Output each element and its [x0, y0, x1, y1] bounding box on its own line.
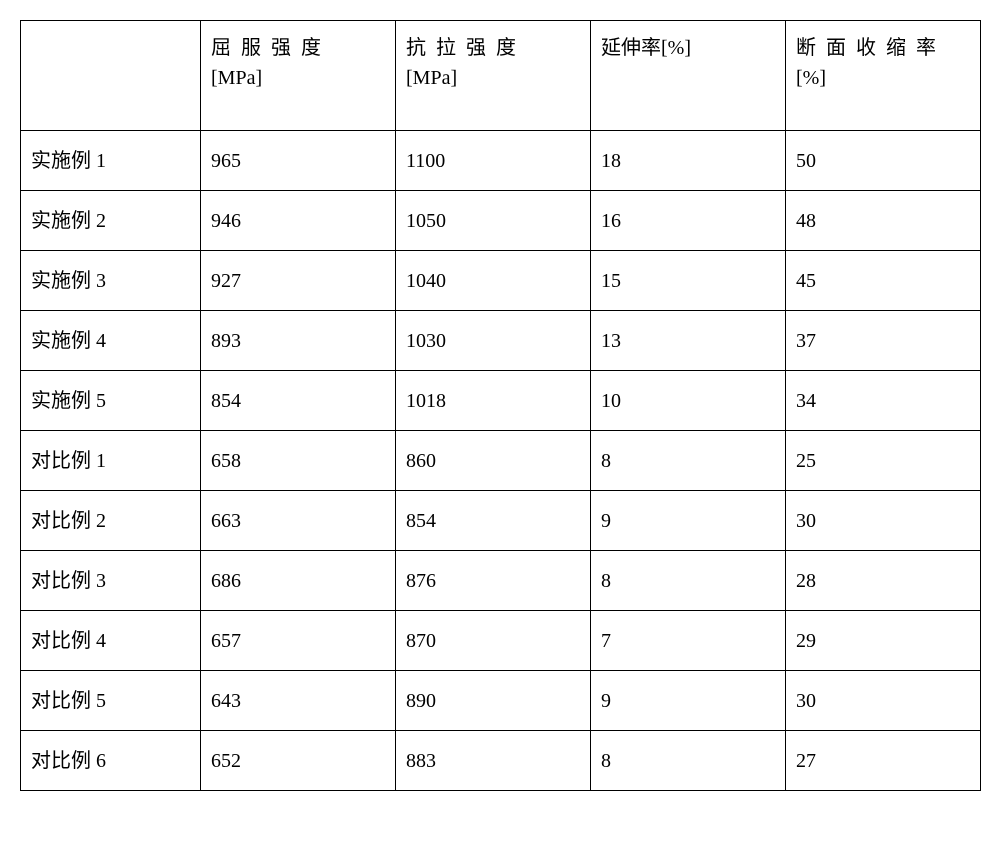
cell-elongation: 8 — [591, 731, 786, 791]
cell-area-reduction: 45 — [786, 251, 981, 311]
cell-yield-strength: 658 — [201, 431, 396, 491]
data-table: 屈服强度 [MPa] 抗拉强度 [MPa] 延伸率[%] 断面收缩率 [%] 实… — [20, 20, 981, 791]
cell-elongation: 9 — [591, 671, 786, 731]
cell-area-reduction: 30 — [786, 671, 981, 731]
cell-elongation: 18 — [591, 131, 786, 191]
row-label: 实施例 2 — [21, 191, 201, 251]
cell-area-reduction: 50 — [786, 131, 981, 191]
cell-tensile-strength: 854 — [396, 491, 591, 551]
cell-tensile-strength: 1050 — [396, 191, 591, 251]
cell-elongation: 10 — [591, 371, 786, 431]
table-row: 对比例 5643890930 — [21, 671, 981, 731]
table-row: 对比例 3686876828 — [21, 551, 981, 611]
cell-area-reduction: 37 — [786, 311, 981, 371]
header-text: 屈服强度 — [211, 35, 385, 61]
header-text: 延伸率[%] — [601, 35, 775, 61]
row-label: 对比例 4 — [21, 611, 201, 671]
table-header: 屈服强度 [MPa] 抗拉强度 [MPa] 延伸率[%] 断面收缩率 [%] — [21, 21, 981, 131]
cell-tensile-strength: 883 — [396, 731, 591, 791]
cell-elongation: 7 — [591, 611, 786, 671]
table-row: 对比例 1658860825 — [21, 431, 981, 491]
row-label: 对比例 1 — [21, 431, 201, 491]
cell-elongation: 15 — [591, 251, 786, 311]
table-row: 对比例 2663854930 — [21, 491, 981, 551]
header-unit: [MPa] — [211, 65, 385, 91]
cell-area-reduction: 28 — [786, 551, 981, 611]
cell-elongation: 8 — [591, 551, 786, 611]
row-label: 实施例 4 — [21, 311, 201, 371]
header-elongation: 延伸率[%] — [591, 21, 786, 131]
cell-elongation: 9 — [591, 491, 786, 551]
cell-yield-strength: 946 — [201, 191, 396, 251]
cell-yield-strength: 893 — [201, 311, 396, 371]
table-row: 对比例 4657870729 — [21, 611, 981, 671]
cell-area-reduction: 30 — [786, 491, 981, 551]
cell-yield-strength: 686 — [201, 551, 396, 611]
header-tensile-strength: 抗拉强度 [MPa] — [396, 21, 591, 131]
header-yield-strength: 屈服强度 [MPa] — [201, 21, 396, 131]
cell-area-reduction: 34 — [786, 371, 981, 431]
table-row: 对比例 6652883827 — [21, 731, 981, 791]
header-unit: [%] — [796, 65, 970, 91]
table-row: 实施例 196511001850 — [21, 131, 981, 191]
cell-yield-strength: 652 — [201, 731, 396, 791]
row-label: 对比例 3 — [21, 551, 201, 611]
table-row: 实施例 294610501648 — [21, 191, 981, 251]
cell-yield-strength: 927 — [201, 251, 396, 311]
table-body: 实施例 196511001850实施例 294610501648实施例 3927… — [21, 131, 981, 791]
header-area-reduction: 断面收缩率 [%] — [786, 21, 981, 131]
header-row: 屈服强度 [MPa] 抗拉强度 [MPa] 延伸率[%] 断面收缩率 [%] — [21, 21, 981, 131]
row-label: 对比例 6 — [21, 731, 201, 791]
cell-area-reduction: 29 — [786, 611, 981, 671]
cell-yield-strength: 663 — [201, 491, 396, 551]
cell-tensile-strength: 860 — [396, 431, 591, 491]
cell-tensile-strength: 1030 — [396, 311, 591, 371]
row-label: 实施例 5 — [21, 371, 201, 431]
table-row: 实施例 392710401545 — [21, 251, 981, 311]
cell-elongation: 13 — [591, 311, 786, 371]
cell-elongation: 8 — [591, 431, 786, 491]
cell-yield-strength: 643 — [201, 671, 396, 731]
cell-area-reduction: 27 — [786, 731, 981, 791]
cell-tensile-strength: 1018 — [396, 371, 591, 431]
cell-tensile-strength: 1040 — [396, 251, 591, 311]
cell-yield-strength: 854 — [201, 371, 396, 431]
cell-tensile-strength: 870 — [396, 611, 591, 671]
row-label: 对比例 5 — [21, 671, 201, 731]
header-text: 抗拉强度 — [406, 35, 580, 61]
cell-area-reduction: 48 — [786, 191, 981, 251]
cell-yield-strength: 657 — [201, 611, 396, 671]
cell-yield-strength: 965 — [201, 131, 396, 191]
header-empty — [21, 21, 201, 131]
header-text: 断面收缩率 — [796, 35, 970, 61]
cell-tensile-strength: 890 — [396, 671, 591, 731]
cell-elongation: 16 — [591, 191, 786, 251]
cell-area-reduction: 25 — [786, 431, 981, 491]
row-label: 对比例 2 — [21, 491, 201, 551]
row-label: 实施例 3 — [21, 251, 201, 311]
row-label: 实施例 1 — [21, 131, 201, 191]
cell-tensile-strength: 876 — [396, 551, 591, 611]
table-row: 实施例 489310301337 — [21, 311, 981, 371]
header-unit: [MPa] — [406, 65, 580, 91]
cell-tensile-strength: 1100 — [396, 131, 591, 191]
table-row: 实施例 585410181034 — [21, 371, 981, 431]
